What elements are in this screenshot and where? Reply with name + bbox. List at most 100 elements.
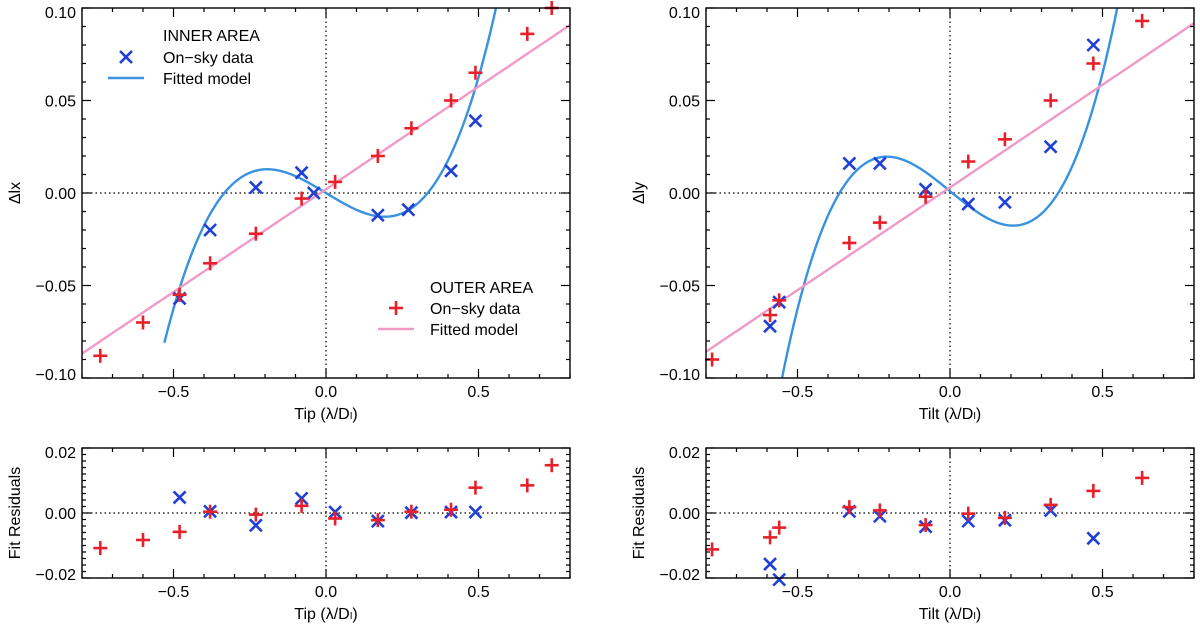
tip-main-outer-point-10: [468, 65, 483, 80]
tip-main-outer-point-1: [136, 315, 150, 330]
tip-main-outer-point-5: [294, 191, 309, 206]
tip-main-inner-point-5-stroke-b: [370, 208, 385, 223]
inner-legend-data-marker: [119, 50, 133, 64]
tilt-residuals-panel: −0.5 0.0 0.5 −0.02 0.00 0.02 Tilt (λ/Dₗ) Fit Re…: [631, 445, 1195, 623]
tip-residuals-xtick-label-1: 0.0: [315, 584, 337, 601]
tilt-residuals-outer-point-2: [772, 520, 787, 535]
tip-residuals-outer-point-8: [404, 504, 419, 519]
tip-main-ylabel: Δlx: [7, 182, 24, 204]
tilt-residuals-ylabel: Fit Residuals: [631, 467, 648, 559]
tip-residuals-outer-point-2: [172, 524, 187, 539]
tilt-main-inner-point-0-stroke-b: [763, 319, 777, 334]
tilt-residuals-outer-point-10: [1135, 470, 1150, 485]
tip-main-inner-point-7: [444, 163, 458, 178]
tip-residuals-inner-point-3-stroke-b: [294, 491, 309, 506]
tilt-main-inner-point-6-stroke-b: [997, 195, 1012, 210]
tilt-residuals-ytick-label-2: 0.02: [669, 445, 700, 462]
tilt-residuals-inner-point-1-stroke-b: [772, 572, 787, 587]
outer-legend-plus-marker: [389, 301, 403, 315]
tilt-main-inner-point-3-stroke-b: [872, 156, 887, 171]
tip-main-outer-point-0: [93, 348, 108, 363]
tip-main-inner-point-2: [248, 180, 263, 195]
tilt-main-inner-point-4-stroke-b: [918, 182, 933, 197]
tip-main-outer-point-6: [328, 174, 343, 189]
tip-residuals-ylabel: Fit Residuals: [7, 467, 24, 559]
tip-main-inner-point-2-stroke-b: [248, 180, 263, 195]
tip-residuals-xlabel: Tip (λ/Dₗ): [294, 606, 357, 623]
outer-legend-data-label: On−sky data: [430, 301, 520, 318]
tilt-main-outer-point-10: [1135, 13, 1150, 28]
tilt-residuals-xlabel: Tilt (λ/Dₗ): [919, 606, 982, 623]
tip-main-outer-point-7: [370, 149, 385, 163]
tilt-main-ytick-label-0: −0.10: [660, 367, 701, 384]
tilt-main-inner-point-4: [918, 182, 933, 197]
tilt-main-outer-point-1: [763, 308, 778, 323]
tip-residuals-outer-point-3: [203, 504, 218, 519]
tip-main-outer-point-8: [404, 121, 419, 136]
tip-residuals-outer-point-1: [136, 532, 150, 547]
tilt-main-inner-point-8: [1086, 38, 1101, 52]
tip-residuals-inner-point-3: [294, 491, 309, 506]
tilt-residuals-outer-point-6: [961, 506, 976, 521]
tilt-main-xtick-label-0: −0.5: [782, 384, 814, 401]
tilt-residuals-outer-point-5: [918, 518, 933, 533]
tip-residuals-outer-point-12: [544, 458, 559, 473]
tip-main-xtick-label-0: −0.5: [158, 384, 190, 401]
tip-main-outer-point-4: [248, 226, 263, 241]
tilt-main-outer-point-7: [997, 132, 1012, 147]
tilt-residuals-outer-point-0: [705, 542, 720, 557]
tilt-main-outer-point-6: [961, 154, 976, 169]
tip-residuals-panel: −0.5 0.0 0.5 −0.02 0.00 0.02 Tip (λ/Dₗ) Fit Res…: [7, 445, 571, 623]
tilt-main-plot-area: [706, 8, 1194, 378]
tip-main-inner-point-4-stroke-b: [306, 186, 321, 200]
tip-residuals-outer-point-0: [93, 541, 108, 556]
tip-residuals-outer-point-11: [520, 478, 535, 493]
tilt-main-inner-point-3: [872, 156, 887, 171]
tilt-main-inner-point-2-stroke-b: [842, 156, 857, 171]
tip-main-outer-point-9: [444, 93, 459, 108]
tip-residuals-xtick-label-2: 0.5: [467, 584, 489, 601]
tilt-main-ytick-label-1: −0.05: [660, 279, 701, 296]
inner-legend: INNER AREA On−sky data Fitted model: [108, 28, 260, 88]
tilt-residuals-inner-point-0-stroke-b: [763, 557, 777, 571]
tip-main-outer-point-2: [172, 287, 187, 302]
tilt-residuals-xtick-label-0: −0.5: [782, 584, 814, 601]
tilt-residuals-inner-point-8: [1086, 531, 1101, 546]
tip-main-inner-point-8-stroke-b: [468, 113, 483, 128]
inner-legend-model-label: Fitted model: [163, 71, 251, 88]
tilt-residuals-ytick-label-0: −0.02: [660, 567, 701, 584]
tilt-main-inner-model-line: [780, 8, 1119, 378]
tip-main-inner-point-3-stroke-b: [294, 165, 309, 180]
tip-main-xtick-label-1: 0.0: [315, 384, 337, 401]
tip-residuals-ytick-label-2: 0.02: [45, 445, 76, 462]
tilt-main-outer-point-9: [1086, 56, 1101, 71]
tip-residuals-outer-point-7: [370, 513, 385, 528]
tip-residuals-outer-point-9: [444, 502, 459, 517]
tip-main-ytick-label-0: −0.10: [36, 367, 77, 384]
tip-main-outer-point-11: [520, 26, 535, 41]
tilt-residuals-inner-point-0: [763, 557, 777, 571]
tip-residuals-inner-point-2: [248, 518, 263, 533]
tilt-main-panel: −0.5 0.0 0.5 −0.10 −0.05 0.00 0.05 0.10 Tilt (λ/…: [631, 5, 1195, 423]
tilt-residuals-outer-point-9: [1086, 483, 1101, 498]
tip-main-ytick-label-4: 0.10: [45, 5, 76, 22]
outer-legend-model-label: Fitted model: [430, 322, 518, 339]
tilt-main-outer-point-2: [772, 293, 787, 308]
tilt-residuals-outer-point-4: [872, 503, 887, 518]
tilt-main-inner-point-8-stroke-b: [1086, 38, 1101, 52]
tilt-residuals-ytick-label-1: 0.00: [669, 506, 700, 523]
inner-legend-data-label: On−sky data: [163, 50, 253, 67]
tilt-main-xtick-label-1: 0.0: [939, 384, 961, 401]
inner-legend-title: INNER AREA: [163, 28, 260, 45]
tip-residuals-outer-point-4: [248, 507, 263, 522]
tip-main-outer-point-3: [203, 256, 218, 271]
tilt-residuals-xtick-label-2: 0.5: [1091, 584, 1113, 601]
tip-main-inner-point-1-stroke-b: [203, 223, 218, 237]
tilt-residuals-xtick-label-1: 0.0: [939, 584, 961, 601]
tip-main-inner-point-1: [203, 223, 218, 237]
inner-legend-x-marker-stroke-b: [119, 50, 133, 64]
tilt-main-ytick-label-3: 0.05: [669, 94, 700, 111]
tip-residuals-inner-point-8-stroke-b: [468, 505, 483, 519]
tilt-main-ytick-label-4: 0.10: [669, 5, 700, 22]
